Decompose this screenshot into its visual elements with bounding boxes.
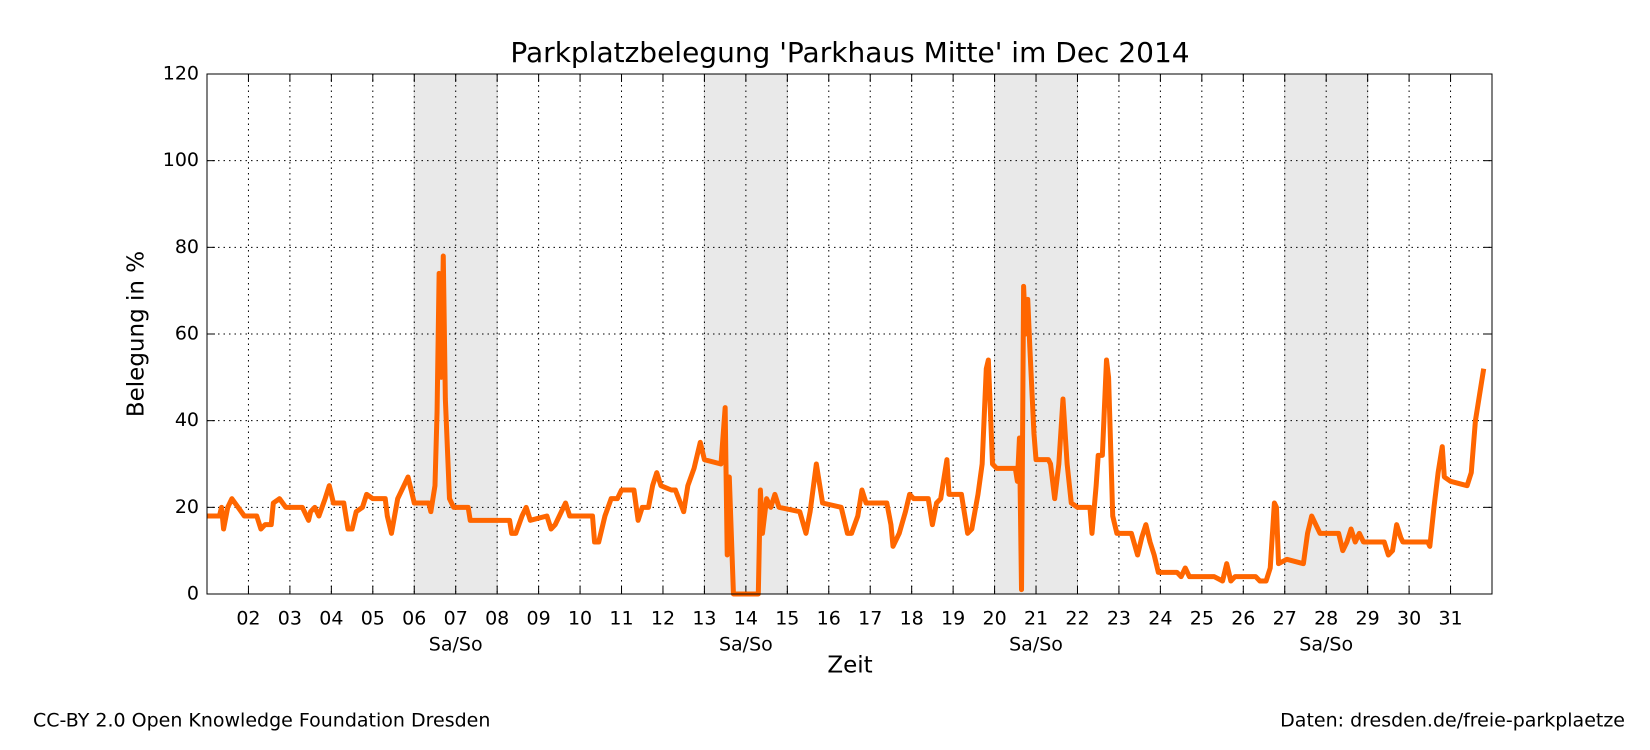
footer-left: CC-BY 2.0 Open Knowledge Foundation Dres…	[33, 710, 490, 732]
x-tick-label: 08	[485, 608, 509, 630]
x-tick-label: 17	[858, 608, 882, 630]
x-tick-label: 23	[1107, 608, 1131, 630]
x-tick-label: 21	[1024, 608, 1048, 630]
x-tick-label: 02	[236, 608, 260, 630]
x-tick-label: 10	[568, 608, 592, 630]
data-line	[207, 253, 1487, 597]
x-tick-label: 27	[1273, 608, 1297, 630]
plot-frame	[206, 73, 1493, 595]
y-axis-label: Belegung in %	[124, 251, 150, 417]
chart-title: Parkplatzbelegung 'Parkhaus Mitte' im De…	[510, 36, 1189, 69]
weekend-label: Sa/So	[1299, 634, 1353, 656]
x-tick-label: 14	[734, 608, 758, 630]
weekend-label: Sa/So	[1009, 634, 1063, 656]
x-tick-label: 20	[982, 608, 1006, 630]
x-tick-label: 04	[319, 608, 343, 630]
x-tick-label: 15	[775, 608, 799, 630]
x-tick-label: 09	[527, 608, 551, 630]
x-tick-label: 28	[1314, 608, 1338, 630]
x-tick-label: 13	[692, 608, 716, 630]
x-tick-label: 29	[1356, 608, 1380, 630]
footer-right: Daten: dresden.de/freie-parkplaetze	[1280, 710, 1625, 732]
y-tick-label: 40	[175, 409, 199, 431]
x-tick-label: 05	[361, 608, 385, 630]
x-tick-label: 18	[900, 608, 924, 630]
y-tick-label: 120	[163, 63, 199, 85]
x-tick-label: 22	[1065, 608, 1089, 630]
y-tick-label: 0	[187, 583, 199, 605]
y-tick-label: 100	[163, 149, 199, 171]
x-tick-label: 07	[444, 608, 468, 630]
x-tick-label: 25	[1190, 608, 1214, 630]
weekend-label: Sa/So	[429, 634, 483, 656]
x-tick-label: 06	[402, 608, 426, 630]
x-tick-label: 11	[609, 608, 633, 630]
x-tick-label: 30	[1397, 608, 1421, 630]
y-tick-label: 60	[175, 323, 199, 345]
x-axis-label: Zeit	[827, 653, 872, 679]
x-tick-label: 31	[1438, 608, 1462, 630]
y-tick-label: 80	[175, 236, 199, 258]
x-tick-label: 26	[1231, 608, 1255, 630]
x-tick-label: 12	[651, 608, 675, 630]
x-tick-label: 16	[817, 608, 841, 630]
weekend-label: Sa/So	[719, 634, 773, 656]
y-tick-label: 20	[175, 496, 199, 518]
x-tick-label: 19	[941, 608, 965, 630]
x-tick-label: 24	[1148, 608, 1172, 630]
x-tick-label: 03	[278, 608, 302, 630]
